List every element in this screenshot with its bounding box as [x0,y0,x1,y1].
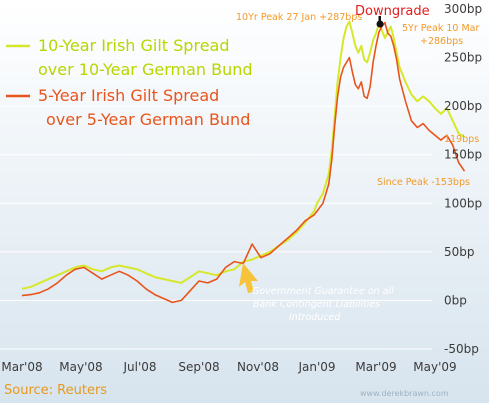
grid-lines [0,8,432,350]
y-tick-label: 0bp [444,293,467,307]
y-tick-label: 200bp [444,99,482,113]
pointing-hand-icon [376,16,384,28]
x-tick-label: Jan'09 [297,360,335,374]
x-tick-label: Jul'08 [122,360,156,374]
guarantee-label-line3: Introduced [289,312,341,323]
y-tick-label: 50bp [444,245,475,259]
legend-10yr-line2: over 10-Year German Bund [38,60,253,79]
legend-5yr-line1: 5-Year Irish Gilt Spread [38,86,219,105]
y-tick-label: 250bp [444,51,482,65]
legend-5yr-line2: over 5-Year German Bund [46,110,250,129]
x-axis-ticks: Mar'08 May'08 Jul'08 Sep'08 Nov'08 Jan'09 Mar'… [1,360,456,374]
peak-10yr-label: 10Yr Peak 27 Jan +287bps [236,12,362,23]
peak-5yr-label-line2: +286bps [420,36,463,47]
source-label: Source: Reuters [4,383,107,398]
y-tick-label: -50bp [444,342,479,356]
x-tick-label: Nov'08 [237,360,279,374]
x-tick-label: May'08 [59,360,102,374]
since-peak-label: Since Peak -153bps [377,177,470,188]
downgrade-label: Downgrade [355,4,430,19]
watermark-label: www.derekbrawn.com [360,389,449,398]
last-10yr-label: 119bps [444,134,479,145]
guarantee-label-line1: Government Guarantee on all [252,286,394,297]
y-tick-label: 300bp [444,2,482,16]
legend: 10-Year Irish Gilt Spread over 10-Year G… [6,36,253,129]
y-tick-label: 100bp [444,196,482,210]
x-tick-label: Mar'09 [355,360,396,374]
y-axis-ticks: 300bp 250bp 200bp 150bp 100bp 50bp 0bp -50bp [444,2,482,356]
series-10yr-line [21,20,466,290]
y-tick-label: 150bp [444,148,482,162]
series-lines [21,20,466,304]
legend-10yr-line1: 10-Year Irish Gilt Spread [38,36,230,55]
guarantee-arrow-icon [239,263,258,293]
x-tick-label: May'09 [413,360,456,374]
series-5yr-line [21,21,466,304]
peak-5yr-label-line1: 5Yr Peak 10 Mar [402,23,479,34]
x-tick-label: Sep'08 [178,360,219,374]
guarantee-label-line2: Bank Contingent Liabilities [253,299,380,310]
x-tick-label: Mar'08 [1,360,42,374]
